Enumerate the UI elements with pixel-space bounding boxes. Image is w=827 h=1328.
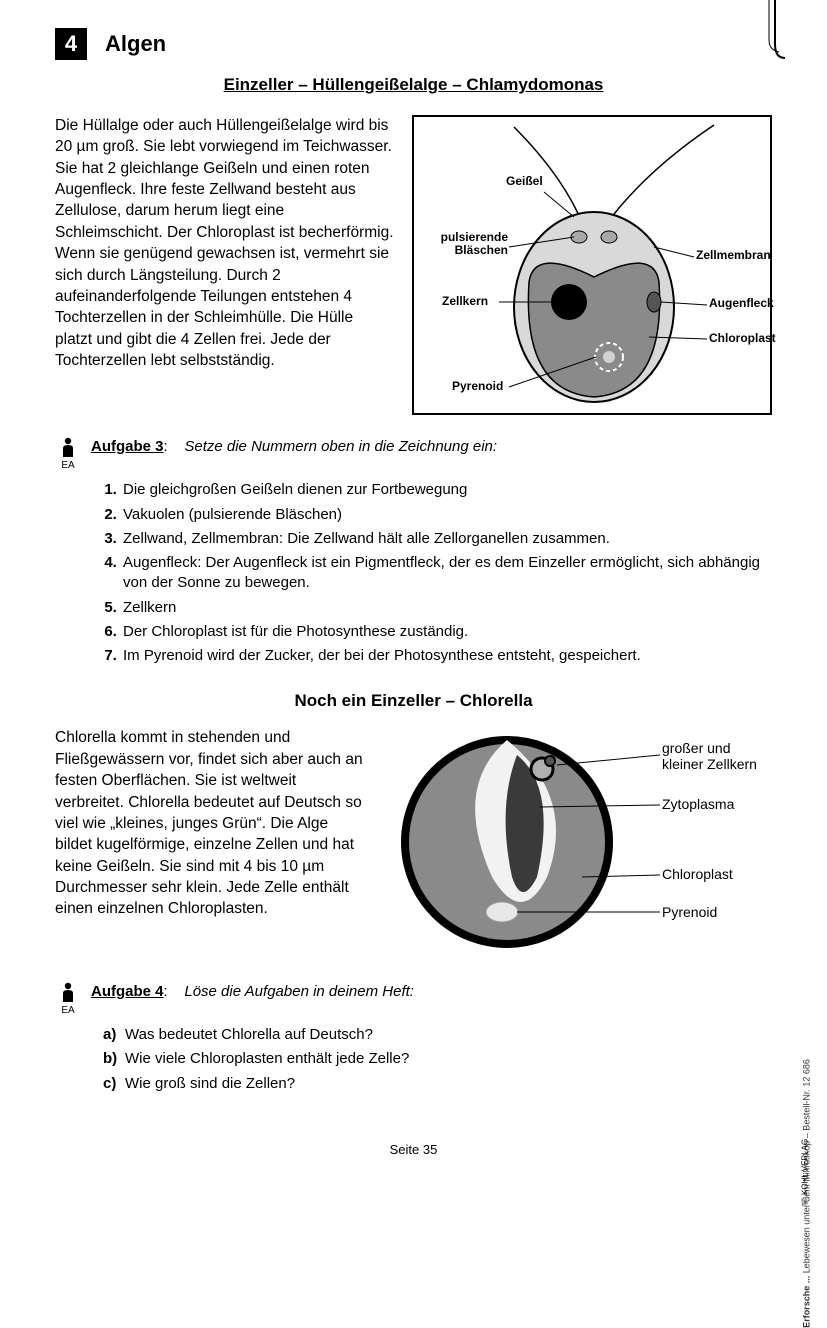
task-4-item: b)Wie viele Chloroplasten enthält jede Z… [103,1047,772,1071]
person-icon: EA [55,982,81,1018]
task-3-item: Vakuolen (pulsierende Bläschen) [121,503,772,527]
task-4-item: c)Wie groß sind die Zellen? [103,1072,772,1096]
task-3-item: Die gleichgroßen Geißeln dienen zur Fort… [121,478,772,502]
task-4-item: a)Was bedeutet Chlorella auf Deutsch? [103,1023,772,1047]
task-3-item: Augenfleck: Der Augenfleck ist ein Pigme… [121,551,772,596]
task-3-list: Die gleichgroßen Geißeln dienen zur Fort… [103,478,772,668]
task-4-list: a)Was bedeutet Chlorella auf Deutsch?b)W… [103,1023,772,1096]
task-3-item: Der Chloroplast ist für die Photosynthes… [121,620,772,644]
label-pyrenoid: Pyrenoid [452,380,503,393]
task-4-label: Aufgabe 4 [91,983,164,1000]
chapter-title: Algen [105,29,166,59]
task-3-item: Im Pyrenoid wird der Zucker, der bei der… [121,644,772,668]
chapter-header: 4 Algen [55,28,772,60]
diagram-chlorella: großer und kleiner Zellkern Zytoplasma C… [382,727,772,963]
label-blaeschen-2: Bläschen [455,243,508,257]
intro-text-2: Chlorella kommt in stehenden und Fließge… [55,727,364,963]
label2-zytoplasma: Zytoplasma [662,797,734,812]
label2-chloroplast: Chloroplast [662,867,733,882]
page-footer: Seite 35 [0,1141,827,1159]
label2-zellkern-1: großer und [662,740,730,756]
label2-pyrenoid: Pyrenoid [662,905,717,920]
task-3-instruction: Setze die Nummern oben in die Zeichnung … [184,438,497,455]
label-chloroplast: Chloroplast [709,332,776,345]
task-3-item: Zellwand, Zellmembran: Die Zellwand hält… [121,527,772,551]
label-geissel: Geißel [506,175,543,188]
label-augenfleck: Augenfleck [709,297,774,310]
task-3-label: Aufgabe 3 [91,438,164,455]
publisher-logo: 🐨 KOHL VERLAG [800,1139,811,1207]
section-subtitle-1: Einzeller – Hüllengeißelalge – Chlamydom… [55,74,772,97]
corner-deco [765,0,785,60]
label-zellmembran: Zellmembran [696,249,771,262]
chapter-number: 4 [55,28,87,60]
task-3-item: Zellkern [121,596,772,620]
label2-zellkern-2: kleiner Zellkern [662,756,757,772]
intro-text-1: Die Hüllalge oder auch Hüllengeißelalge … [55,115,394,415]
task-4-instruction: Löse die Aufgaben in deinem Heft: [184,983,414,1000]
task-4-header: EA Aufgabe 4: Löse die Aufgaben in deine… [55,982,772,1018]
label-blaeschen-1: pulsierende [441,230,508,244]
section-subtitle-2: Noch ein Einzeller – Chlorella [55,690,772,713]
task-3-header: EA Aufgabe 3: Setze die Nummern oben in … [55,437,772,473]
label-zellkern: Zellkern [442,295,488,308]
person-icon: EA [55,437,81,473]
diagram-chlamydomonas: Geißel pulsierende Bläschen Zellkern Pyr… [412,115,772,415]
